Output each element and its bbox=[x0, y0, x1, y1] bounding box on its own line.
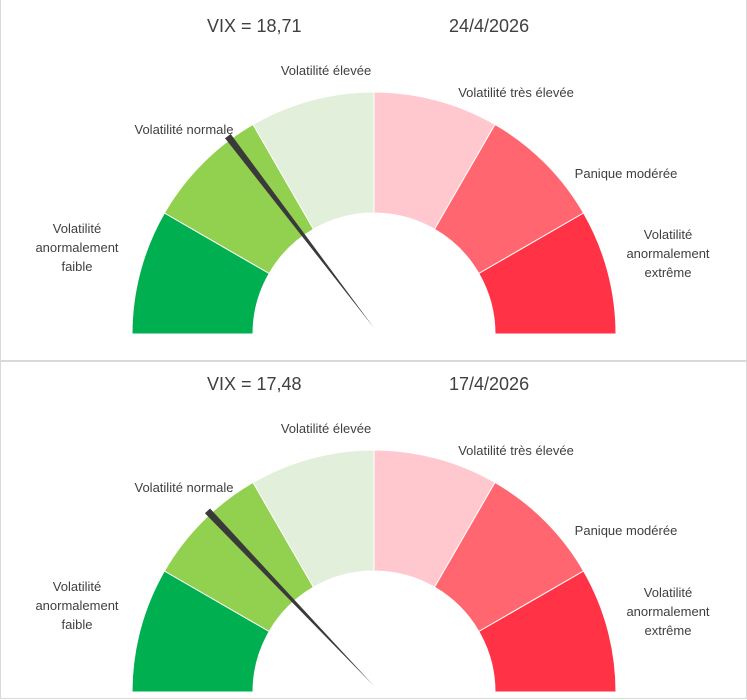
zone-label-normale: Volatilité normale bbox=[134, 122, 234, 137]
gauge-svg bbox=[131, 449, 617, 693]
gauge-needle bbox=[204, 508, 374, 686]
zone-label-tres-elevee: Volatilité très élevée bbox=[458, 443, 574, 458]
gauge-needle bbox=[225, 134, 374, 328]
zone-label-anormalement-faible: Volatilité anormalement faible bbox=[35, 221, 119, 274]
zone-label-anormalement-extreme: Volatilité anormalement extrême bbox=[626, 585, 710, 638]
gauge-zone-anormalement-extreme bbox=[478, 570, 617, 693]
zone-label-elevee: Volatilité élevée bbox=[280, 421, 372, 436]
vix-gauge-chart[interactable]: VIX = 18,71 24/4/2026 Volatilité anormal… bbox=[0, 0, 747, 361]
zone-label-panique-moderee: Panique modérée bbox=[574, 166, 678, 181]
zone-label-elevee: Volatilité élevée bbox=[280, 63, 372, 78]
date-title: 24/4/2026 bbox=[449, 16, 530, 36]
zone-label-anormalement-extreme: Volatilité anormalement extrême bbox=[626, 227, 710, 280]
gauge-zone-anormalement-extreme bbox=[478, 212, 617, 335]
vix-value-title: VIX = 18,71 bbox=[207, 16, 302, 36]
gauge-svg bbox=[131, 91, 617, 335]
zone-label-panique-moderee: Panique modérée bbox=[574, 523, 678, 538]
zone-label-normale: Volatilité normale bbox=[134, 480, 234, 495]
vix-value-title: VIX = 17,48 bbox=[207, 374, 302, 394]
zone-label-anormalement-faible: Volatilité anormalement faible bbox=[35, 579, 119, 632]
date-title: 17/4/2026 bbox=[449, 374, 530, 394]
zone-label-tres-elevee: Volatilité très élevée bbox=[458, 85, 574, 100]
vix-gauge-chart[interactable]: VIX = 17,48 17/4/2026 Volatilité anormal… bbox=[0, 361, 747, 699]
